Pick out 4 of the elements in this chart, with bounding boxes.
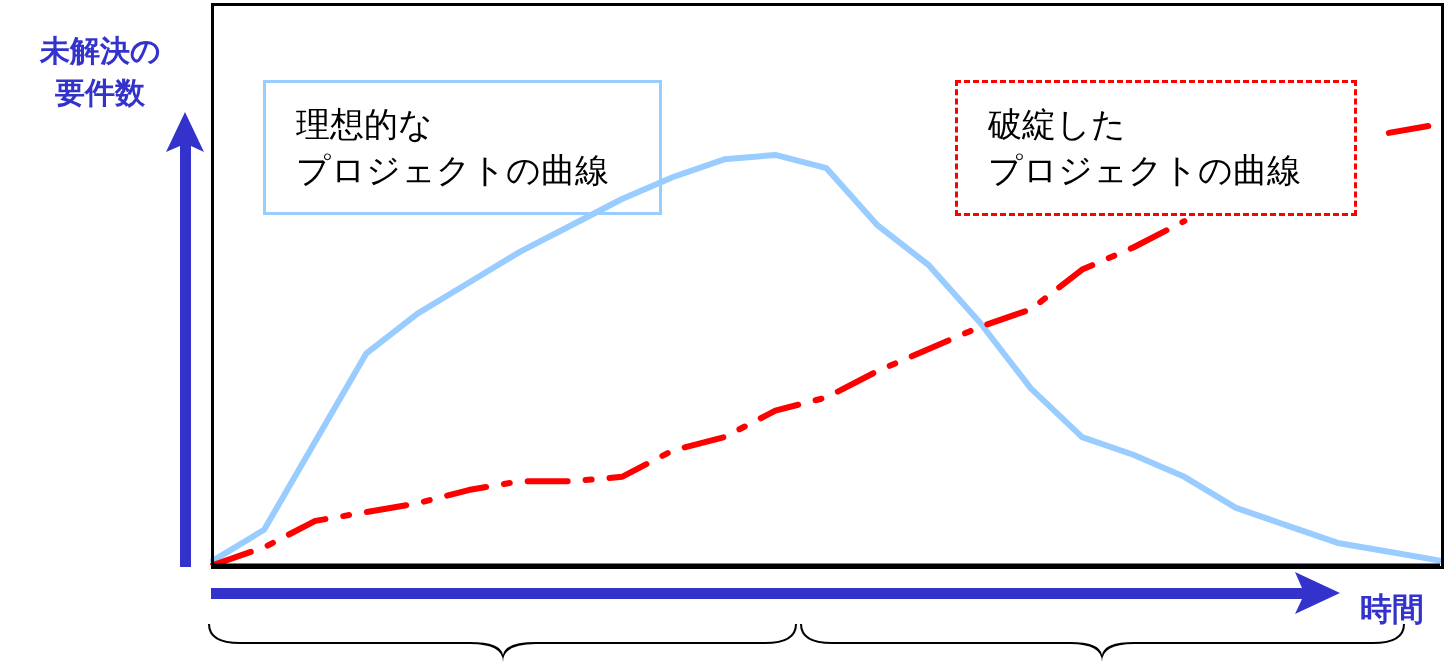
- text: 破綻したプロジェクトの曲線: [955, 80, 1357, 216]
- x-axis-title: 時間: [1360, 589, 1424, 630]
- y-axis-title: 未解決の要件数: [38, 32, 162, 112]
- series-label: 理想的なプロジェクトの曲線: [263, 80, 662, 215]
